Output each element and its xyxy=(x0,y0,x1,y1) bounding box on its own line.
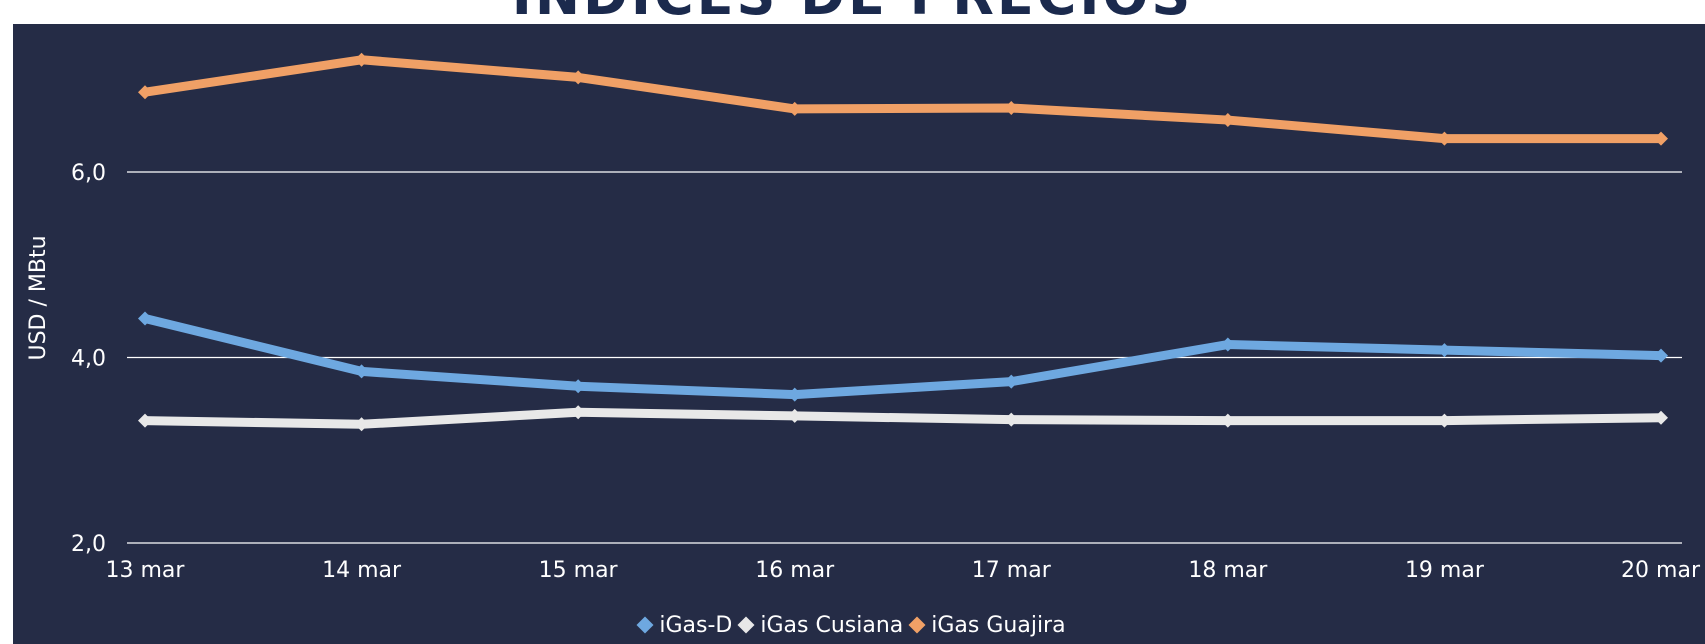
data-point xyxy=(787,387,802,402)
chart-panel xyxy=(13,24,1705,644)
data-point xyxy=(1437,131,1452,146)
legend-label: iGas-D xyxy=(659,612,733,638)
data-point xyxy=(1437,343,1452,358)
x-tick-label: 15 mar xyxy=(539,558,619,583)
data-point xyxy=(138,85,152,100)
diamond-marker-icon xyxy=(908,616,926,634)
y-tick-label: 6,0 xyxy=(71,161,106,186)
series-2 xyxy=(138,52,1668,146)
data-point xyxy=(787,101,802,116)
x-tick-label: 18 mar xyxy=(1188,558,1268,583)
data-point xyxy=(1220,113,1235,128)
y-tick-label: 2,0 xyxy=(71,532,106,557)
gridlines xyxy=(127,171,1682,544)
legend-item: iGas Guajira xyxy=(908,612,1066,638)
data-point xyxy=(1654,131,1668,146)
legend-label: iGas Cusiana xyxy=(760,612,904,638)
x-tick-label: 19 mar xyxy=(1405,558,1485,583)
legend: iGas-D iGas Cusiana iGas Guajira xyxy=(0,612,1705,638)
y-axis-label: USD / MBtu xyxy=(26,235,51,360)
y-tick-label: 4,0 xyxy=(71,347,106,372)
legend-item: iGas-D xyxy=(636,612,733,638)
series-lines xyxy=(138,52,1668,432)
data-point xyxy=(1004,374,1019,389)
data-point xyxy=(354,417,369,432)
series-line xyxy=(140,407,1666,429)
data-point xyxy=(1220,337,1235,352)
legend-item: iGas Cusiana xyxy=(737,612,904,638)
x-axis-ticks: 13 mar 14 mar 15 mar 16 mar 17 mar 18 mar 19 m… xyxy=(106,558,1701,583)
series-1 xyxy=(138,405,1668,432)
data-point xyxy=(138,413,152,428)
series-line xyxy=(140,314,1666,400)
data-point xyxy=(138,311,152,326)
legend-label: iGas Guajira xyxy=(931,612,1066,638)
data-point xyxy=(354,52,369,67)
x-tick-label: 20 mar xyxy=(1621,558,1701,583)
data-point xyxy=(1654,410,1668,425)
x-tick-label: 13 mar xyxy=(106,558,186,583)
diamond-marker-icon xyxy=(636,616,654,634)
data-point xyxy=(787,408,802,423)
diamond-marker-icon xyxy=(737,616,755,634)
data-point xyxy=(1654,348,1668,363)
data-point xyxy=(571,405,586,420)
chart-title: ÍNDICES DE PRECIOS xyxy=(0,0,1705,27)
x-tick-label: 14 mar xyxy=(322,558,402,583)
data-point xyxy=(571,70,586,85)
x-tick-label: 16 mar xyxy=(755,558,835,583)
data-point xyxy=(1437,413,1452,428)
data-point xyxy=(1004,101,1019,116)
data-point xyxy=(571,379,586,394)
series-line xyxy=(140,55,1666,144)
y-axis-ticks: 2,0 4,0 6,0 xyxy=(71,161,106,557)
data-point xyxy=(1004,412,1019,427)
data-point xyxy=(1220,413,1235,428)
series-0 xyxy=(138,311,1668,402)
x-tick-label: 17 mar xyxy=(972,558,1052,583)
data-point xyxy=(354,364,369,379)
